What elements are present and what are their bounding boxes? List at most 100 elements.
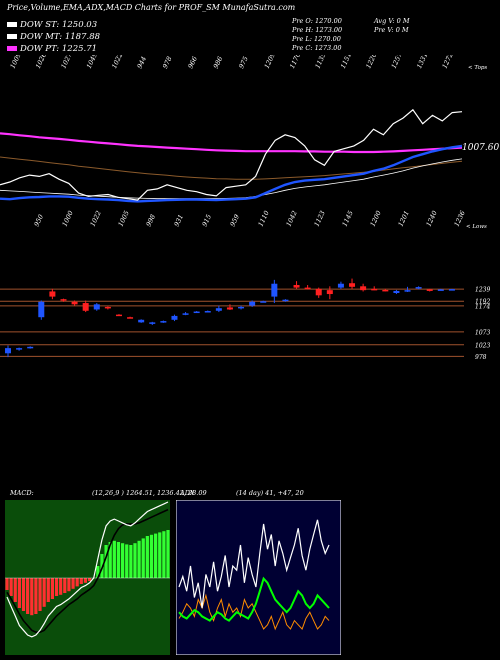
top-label: 944 [136,55,149,70]
pre-volume: Pre V: 0 M [374,26,409,34]
macd-hist-bar [87,578,92,581]
macd-hist-bar [145,536,149,578]
macd-signal-line [6,508,169,633]
macd-hist-bar [104,545,108,578]
top-label: 1009 [9,55,23,70]
candle-body [93,304,100,310]
bottom-label: 1240 [425,209,439,227]
top-label: 1026 [34,55,48,70]
macd-hist-bar [17,578,21,608]
macd-hist-bar [83,578,88,583]
legend-label-mt: DOW MT: 1187.88 [20,32,101,42]
macd-hist-bar [141,538,145,578]
macd-background [5,500,170,655]
ema-short-line [0,144,463,203]
pre-open: Pre O: 1270.00 [292,17,342,25]
level-label: 1192 [475,299,490,306]
adx-plus-di-line [178,519,330,609]
candle-body [38,301,45,318]
bottom-label: 1145 [341,209,355,227]
candle-body [16,348,23,350]
candle-body [104,306,111,309]
candle-body [282,299,289,302]
top-label: 1220 [364,55,378,70]
top-labels: 1009 1026 1027 1049 1022 944 978 966 986 975 1209 1… [9,55,488,71]
ema-lines [0,108,463,203]
top-label: 1170 [288,55,302,70]
top-label: < Tops [468,65,487,71]
top-label: 1049 [85,55,99,70]
candle-body [260,301,267,303]
macd-hist-bar [149,534,154,578]
candle-body [204,311,211,313]
candle-body [71,301,78,305]
bottom-labels: 950 1000 1022 1005 998 931 915 959 1110 1042 1123 1… [33,209,487,230]
macd-hist-bar [71,578,75,589]
adx-values: (14 day) 41, +47, 20 [236,489,304,497]
macd-hist-bar [5,578,9,590]
bottom-label: 950 [33,213,46,228]
macd-hist-bar [79,578,83,584]
candle-body [360,286,367,291]
candle-body [49,291,56,297]
ema-long-line [0,132,463,154]
bottom-label: 1022 [89,209,103,227]
top-label: 986 [212,55,225,70]
macd-hist-bar [158,532,162,578]
legend-dow-mt: DOW MT: 1187.88 [7,32,100,42]
top-label: 1272 [441,55,455,70]
macd-hist-bar [96,566,100,578]
macd-hist-bar [46,578,50,602]
macd-hist-bar [63,578,67,593]
legend-label-pt: DOW PT: 1225.71 [20,44,98,54]
legend-swatch-st [7,22,17,27]
candle-body [182,313,189,315]
macd-hist-bar [162,531,166,578]
bottom-label: 1236 [453,209,467,227]
bottom-label: 1200 [369,209,383,227]
legend-swatch-pt [7,46,17,51]
top-label: 1027 [59,55,74,70]
macd-hist-bar [50,578,55,599]
pre-low: Pre L: 1270.00 [292,35,341,43]
price-line [0,108,463,201]
candle-body [171,315,178,320]
level-label: 1174 [475,303,490,310]
macd-panel [5,500,170,655]
macd-values: (12,26,9 ) 1264.51, 1236.42, 28.09 [92,489,207,497]
legend-label-st: DOW ST: 1250.03 [20,20,98,30]
candles [5,278,455,358]
candle-body [382,289,389,292]
macd-hist-bar [116,542,121,578]
level-label: 1239 [475,287,490,294]
candle-body [226,307,233,310]
bottom-label: 1000 [61,209,75,227]
macd-hist-bar [125,544,129,578]
top-label: 975 [237,55,250,70]
macd-hist-bar [120,543,125,578]
legend-swatch-mt [7,34,17,39]
bottom-label: 1110 [257,209,271,227]
adx-label: ADX [180,489,195,497]
macd-hist-bar [129,545,133,578]
candle-body [315,288,322,296]
bottom-label: 1005 [117,209,131,227]
pre-high: Pre H: 1273.00 [292,26,343,34]
candle-body [215,308,222,311]
candle-body [27,346,34,349]
candle-body [193,311,200,314]
macd-series [5,501,170,638]
candle-body [415,287,422,289]
candle-body [349,283,356,287]
bottom-label: 1201 [397,209,411,227]
price-ema-chart: 1009 1026 1027 1049 1022 944 978 966 986 975 1209 1… [0,55,488,230]
top-label: 1135 [314,55,328,70]
ema-slow-line [0,156,463,180]
macd-hist-bar [137,540,141,578]
bottom-label: 998 [145,213,158,228]
candle-body [426,289,433,291]
macd-hist-bar [166,530,170,578]
macd-hist-bar [67,578,71,592]
